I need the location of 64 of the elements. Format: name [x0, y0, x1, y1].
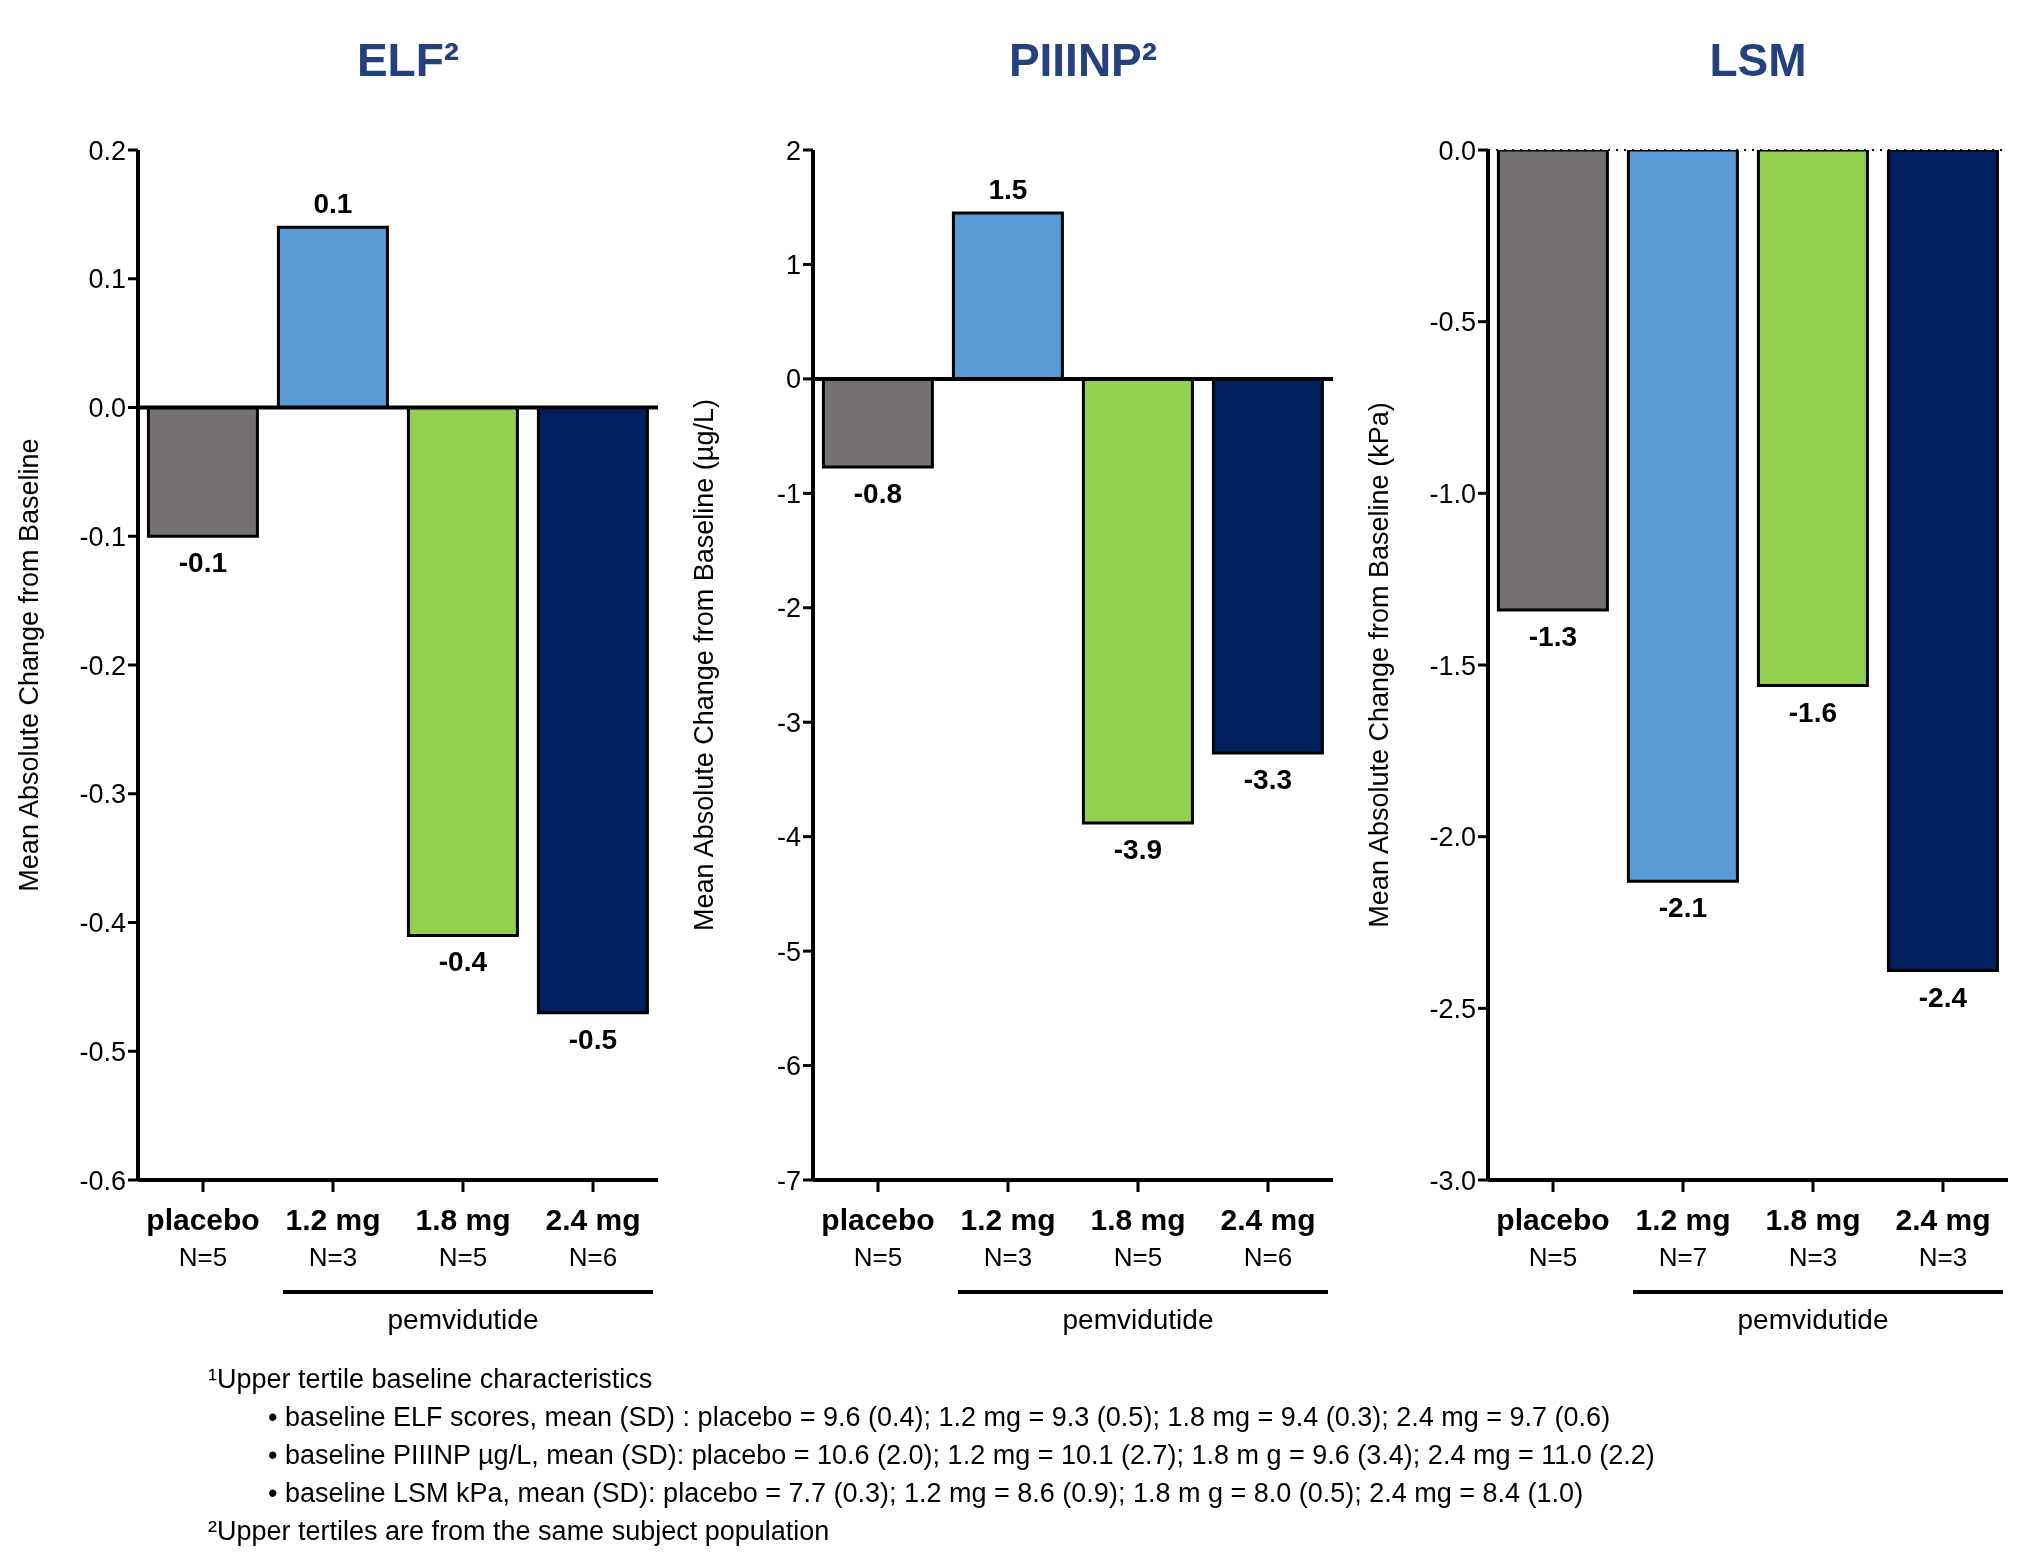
- y-tick-label: -0.5: [79, 1036, 126, 1067]
- data-label: -2.1: [1658, 892, 1708, 924]
- text: pemvidutide: [1061, 1304, 1215, 1336]
- y-tick-label: 0.0: [1438, 135, 1476, 166]
- data-label: -3.3: [1243, 764, 1293, 796]
- data-label: -3.9: [1113, 833, 1163, 865]
- data-label: -1.6: [1788, 696, 1838, 728]
- y-tick-label: -1.5: [1429, 650, 1476, 681]
- text: ²Upper tertiles are from the same subject population: [208, 1515, 831, 1548]
- y-tick-label: 2: [785, 135, 801, 166]
- data-label: -0.4: [438, 946, 488, 978]
- x-tick-label: placebo N=5: [1496, 1203, 1610, 1272]
- y-tick-label: -2.0: [1429, 822, 1476, 853]
- y-axis-title: Mean Absolute Change from Baseline (µg/L): [688, 399, 719, 931]
- data-label: -2.4: [1918, 981, 1968, 1013]
- y-tick-label: -1: [776, 478, 801, 509]
- data-label: -0.5: [568, 1023, 618, 1055]
- y-tick-label: -0.4: [79, 908, 126, 939]
- text: pemvidutide: [386, 1304, 540, 1336]
- y-tick-label: 0.1: [88, 264, 126, 295]
- y-tick-label: -0.3: [79, 779, 126, 810]
- y-tick-label: -2.5: [1429, 993, 1476, 1024]
- y-tick-label: -3: [776, 707, 801, 738]
- y-tick-label: -2: [776, 593, 801, 624]
- data-label: 0.1: [313, 188, 353, 220]
- x-tick-label: 1.2 mg N=7: [1635, 1203, 1731, 1272]
- y-axis-title: Mean Absolute Change from Baseline: [13, 438, 44, 892]
- y-tick-label: 1: [785, 250, 801, 281]
- text: • baseline ELF scores, mean (SD) : placebo = 9.6 (0.4); 1.2 mg = 9.3 (0.5); 1.8 mg = 9.4 (0.3); 2.4 mg = 9.7 (0.6): [267, 1401, 1612, 1434]
- x-tick-label: 1.8 mg N=3: [1765, 1203, 1861, 1272]
- data-label: 1.5: [988, 173, 1028, 205]
- x-tick-label: 2.4 mg N=3: [1895, 1203, 1991, 1272]
- chart-title: ELF²: [355, 33, 461, 88]
- y-tick-label: 0.0: [88, 393, 126, 424]
- y-tick-label: -0.5: [1429, 307, 1476, 338]
- y-tick-label: -6: [776, 1051, 801, 1082]
- data-label: -0.1: [178, 547, 228, 579]
- y-tick-label: -0.2: [79, 650, 126, 681]
- x-tick-label: 1.8 mg N=5: [415, 1203, 511, 1272]
- y-tick-label: 0.2: [88, 135, 126, 166]
- x-tick-label: 1.2 mg N=3: [960, 1203, 1056, 1272]
- text: • baseline LSM kPa, mean (SD): placebo = 7.7 (0.3); 1.2 mg = 8.6 (0.9); 1.8 m g = 8.0 (0.5); 2.4 mg = 8.4 (1.0): [267, 1477, 1585, 1510]
- data-label: -1.3: [1528, 621, 1578, 653]
- x-tick-label: 2.4 mg N=6: [545, 1203, 641, 1272]
- y-tick-label: -3.0: [1429, 1165, 1476, 1196]
- y-tick-label: -7: [776, 1165, 801, 1196]
- data-label: -0.8: [853, 478, 903, 510]
- text: ¹Upper tertile baseline characteristics: [208, 1363, 654, 1396]
- x-tick-label: 2.4 mg N=6: [1220, 1203, 1316, 1272]
- y-tick-label: -0.6: [79, 1165, 126, 1196]
- y-tick-label: 0: [785, 364, 801, 395]
- y-tick-label: -4: [776, 822, 801, 853]
- text: pemvidutide: [1736, 1304, 1890, 1336]
- x-tick-label: placebo N=5: [821, 1203, 935, 1272]
- y-axis-title: Mean Absolute Change from Baseline (kPa): [1363, 402, 1394, 928]
- x-tick-label: 1.2 mg N=3: [285, 1203, 381, 1272]
- chart-title: PIIINP²: [1007, 33, 1159, 88]
- y-tick-label: -5: [776, 936, 801, 967]
- x-tick-label: placebo N=5: [146, 1203, 260, 1272]
- text: • baseline PIIINP µg/L, mean (SD): placebo = 10.6 (2.0); 1.2 mg = 10.1 (2.7); 1.8 m g = 9.6 (3.4); 2.4 mg = 11.0 (2.2): [267, 1439, 1656, 1472]
- y-tick-label: -1.0: [1429, 478, 1476, 509]
- x-tick-label: 1.8 mg N=5: [1090, 1203, 1186, 1272]
- chart-title: LSM: [1708, 33, 1808, 88]
- y-tick-label: -0.1: [79, 521, 126, 552]
